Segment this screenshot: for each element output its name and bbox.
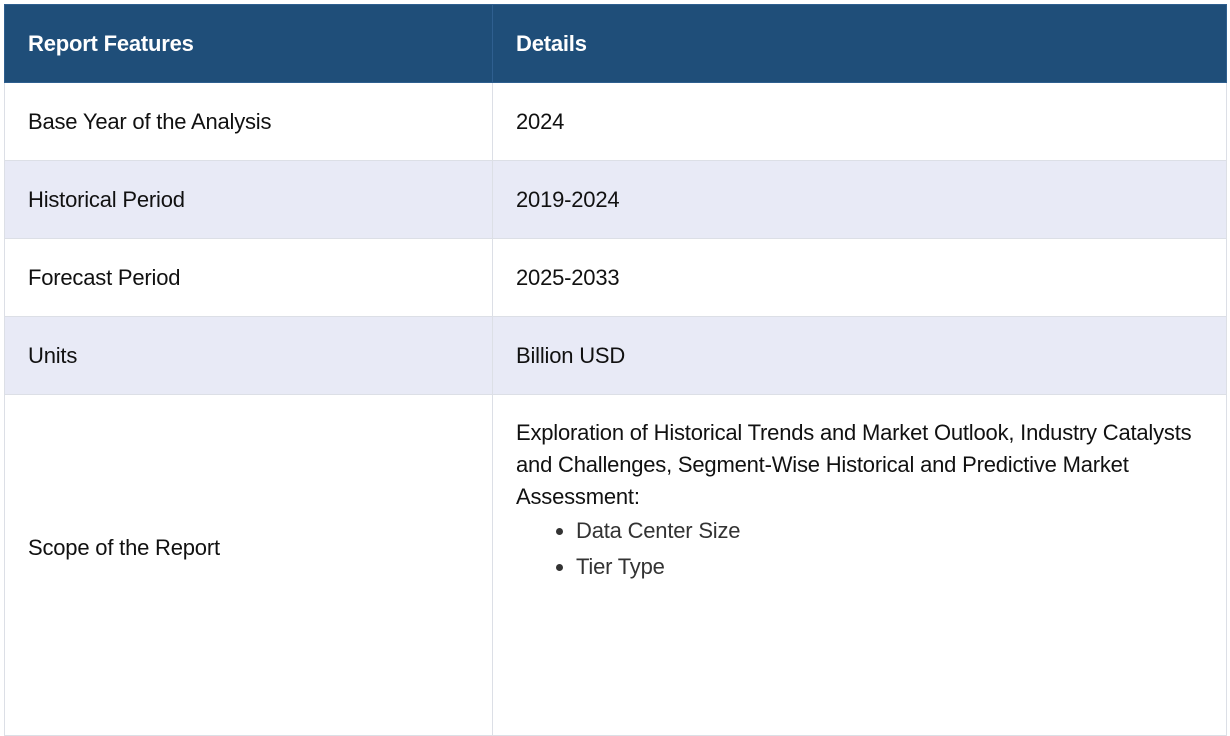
scope-detail-cell: Exploration of Historical Trends and Mar…	[492, 394, 1227, 736]
header-details: Details	[492, 4, 1227, 83]
feature-cell: Base Year of the Analysis	[4, 82, 493, 161]
table-row: Base Year of the Analysis 2024	[4, 82, 1227, 161]
feature-cell: Forecast Period	[4, 238, 493, 317]
table-row: Units Billion USD	[4, 316, 1227, 395]
header-report-features: Report Features	[4, 4, 493, 83]
detail-cell: Billion USD	[492, 316, 1227, 395]
list-item: Data Center Size	[576, 513, 1226, 549]
detail-cell: 2019-2024	[492, 160, 1227, 239]
scope-feature-cell: Scope of the Report	[4, 394, 493, 736]
table-row: Historical Period 2019-2024	[4, 160, 1227, 239]
list-item: Tier Type	[576, 549, 1226, 585]
table-row: Forecast Period 2025-2033	[4, 238, 1227, 317]
scope-list: Data Center Size Tier Type	[516, 513, 1226, 585]
table-row-scope: Scope of the Report Exploration of Histo…	[4, 394, 1227, 736]
feature-cell: Units	[4, 316, 493, 395]
scope-description: Exploration of Historical Trends and Mar…	[516, 420, 1192, 509]
feature-cell: Historical Period	[4, 160, 493, 239]
detail-cell: 2024	[492, 82, 1227, 161]
report-table-container: Report Features Details Base Year of the…	[4, 4, 1227, 736]
detail-cell: 2025-2033	[492, 238, 1227, 317]
report-features-table: Report Features Details Base Year of the…	[4, 4, 1227, 736]
table-header-row: Report Features Details	[4, 4, 1227, 83]
